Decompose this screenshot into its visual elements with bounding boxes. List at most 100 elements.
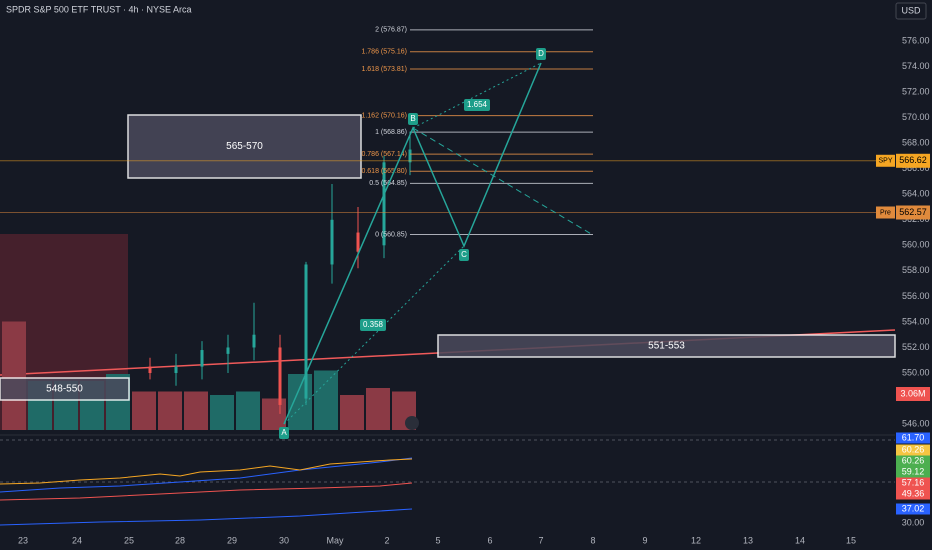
pattern-dotted	[412, 62, 542, 129]
tag-name: Pre	[880, 209, 891, 216]
date-label: May	[326, 535, 344, 545]
price-label: 570.00	[902, 112, 930, 122]
point-badge	[459, 249, 469, 261]
indicator-label: 30.00	[902, 517, 925, 527]
zone-box	[0, 377, 130, 401]
point-label: D	[538, 49, 544, 58]
candle-body	[382, 162, 386, 246]
fib-label: 1.786 (575.16)	[361, 49, 407, 56]
point-badge	[279, 427, 289, 439]
volume-bar	[236, 391, 260, 430]
price-label: 576.00	[902, 35, 930, 45]
fib-label: 0 (560.85)	[375, 231, 407, 238]
icon[interactable]	[405, 416, 419, 430]
price-label: 556.00	[902, 291, 930, 301]
zone-label: 565-570	[226, 141, 263, 152]
fib-label: 2 (576.87)	[375, 27, 407, 34]
indicator-line	[0, 508, 413, 526]
volume-bar	[2, 321, 26, 430]
date-label: 28	[175, 535, 185, 545]
fib-label: 0.618 (565.80)	[361, 168, 407, 175]
price-label: 552.00	[902, 342, 930, 352]
date-label: 14	[795, 535, 805, 545]
date-label: 25	[124, 535, 134, 545]
fib-label: 1.162 (570.16)	[361, 112, 407, 119]
date-label: 23	[18, 535, 28, 545]
date-label: 29	[227, 535, 237, 545]
fib-label: 1 (568.86)	[375, 129, 407, 136]
candle-body	[200, 350, 204, 367]
pattern-dotted	[283, 245, 465, 425]
price-label: 572.00	[902, 86, 930, 96]
price-label: 554.00	[902, 316, 930, 326]
pattern-dashed	[412, 127, 594, 236]
ratio-badge	[360, 319, 386, 331]
point-badge	[408, 113, 418, 125]
candle-body	[330, 219, 334, 265]
candle-body	[252, 334, 256, 348]
currency[interactable]: USD	[901, 5, 921, 15]
price-label: 560.00	[902, 240, 930, 250]
zone-label: 551-553	[648, 341, 685, 352]
date-label: 30	[279, 535, 289, 545]
indicator-box	[896, 503, 930, 515]
price-label: 564.00	[902, 189, 930, 199]
ratio-badge	[464, 99, 490, 111]
currency-box[interactable]	[895, 2, 927, 20]
candle-body	[278, 347, 282, 405]
volume-bar	[184, 391, 208, 430]
volume-label: 3.06M	[900, 388, 925, 398]
date-label: 9	[642, 535, 647, 545]
fib-label: 1.618 (573.81)	[361, 66, 407, 73]
indicator-box	[896, 444, 930, 456]
point-label: A	[281, 428, 287, 437]
indicator-label: 61.70	[902, 432, 925, 442]
candle-body	[408, 149, 412, 163]
point-badge	[536, 48, 546, 60]
title: SPDR S&P 500 ETF TRUST · 4h · NYSE Arca	[6, 4, 192, 14]
date-label: 7	[538, 535, 543, 545]
ratio-label: 0.358	[363, 320, 384, 329]
candle-body	[148, 366, 152, 374]
price-label: 558.00	[902, 265, 930, 275]
tag-value-box	[896, 205, 930, 220]
price-label: 546.00	[902, 418, 930, 428]
price-label: 568.00	[902, 138, 930, 148]
tag-name-box	[876, 206, 895, 219]
indicator-label: 60.26	[902, 444, 925, 454]
date-label: 5	[435, 535, 440, 545]
indicator-box	[896, 432, 930, 444]
volume-bar	[314, 370, 338, 430]
date-label: 24	[72, 535, 82, 545]
volume-bar	[366, 388, 390, 430]
candle-body	[226, 347, 230, 354]
tag-value: 566.62	[899, 155, 927, 165]
zone-label: 548-550	[46, 384, 83, 395]
volume-bar	[132, 391, 156, 430]
point-label: C	[461, 250, 467, 259]
volume-bar	[340, 395, 364, 430]
indicator-line	[0, 482, 413, 501]
date-label: 6	[487, 535, 492, 545]
fib-label: 0.786 (567.14)	[361, 151, 407, 158]
volume-bar	[262, 398, 286, 430]
volume-bar	[158, 391, 182, 430]
indicator-line	[0, 457, 413, 493]
volume-box	[896, 387, 930, 401]
candle-body	[304, 264, 308, 399]
ratio-label: 1.654	[467, 100, 488, 109]
volume-bar	[288, 374, 312, 430]
zone-box	[127, 114, 362, 179]
tag-value-box	[896, 153, 930, 168]
tag-value: 562.57	[899, 207, 927, 217]
date-label: 15	[846, 535, 856, 545]
date-label: 13	[743, 535, 753, 545]
indicator-box	[896, 488, 930, 500]
candle-body	[356, 232, 360, 252]
point-label: B	[410, 114, 415, 123]
zone-box	[437, 334, 896, 358]
volume-bar	[210, 395, 234, 430]
date-label: 12	[691, 535, 701, 545]
